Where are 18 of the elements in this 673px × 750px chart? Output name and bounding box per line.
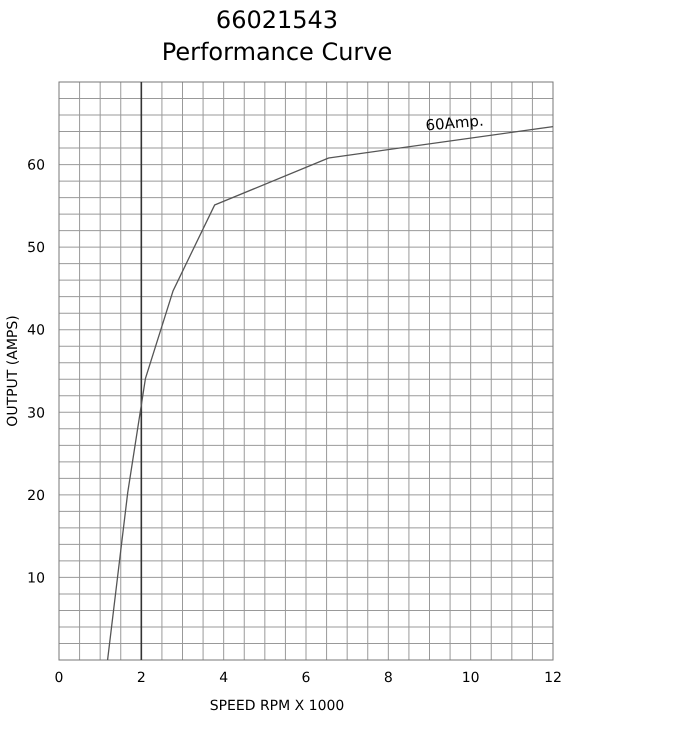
y-tick-label: 40 [27,322,45,339]
x-tick-label: 4 [219,670,228,686]
annotation: 60Amp. [424,112,484,135]
x-axis-title: SPEED RPM X 1000 [210,698,344,714]
x-tick-label: 8 [384,670,393,686]
y-tick-label: 20 [27,488,45,504]
x-tick-label: 2 [136,670,146,686]
y-tick-label: 60 [27,158,45,174]
x-tick-label: 10 [462,670,480,686]
x-tick-label: 6 [302,670,311,686]
y-tick-label: 30 [27,405,45,422]
chart-subtitle: Performance Curve [162,38,392,66]
y-tick-label: 50 [27,240,45,256]
x-tick-label: 0 [54,670,64,686]
chart-title: 66021543 [216,6,338,34]
y-tick-label: 10 [27,570,45,586]
y-axis-title: OUTPUT (AMPS) [5,315,21,427]
x-tick-label: 12 [544,670,562,686]
